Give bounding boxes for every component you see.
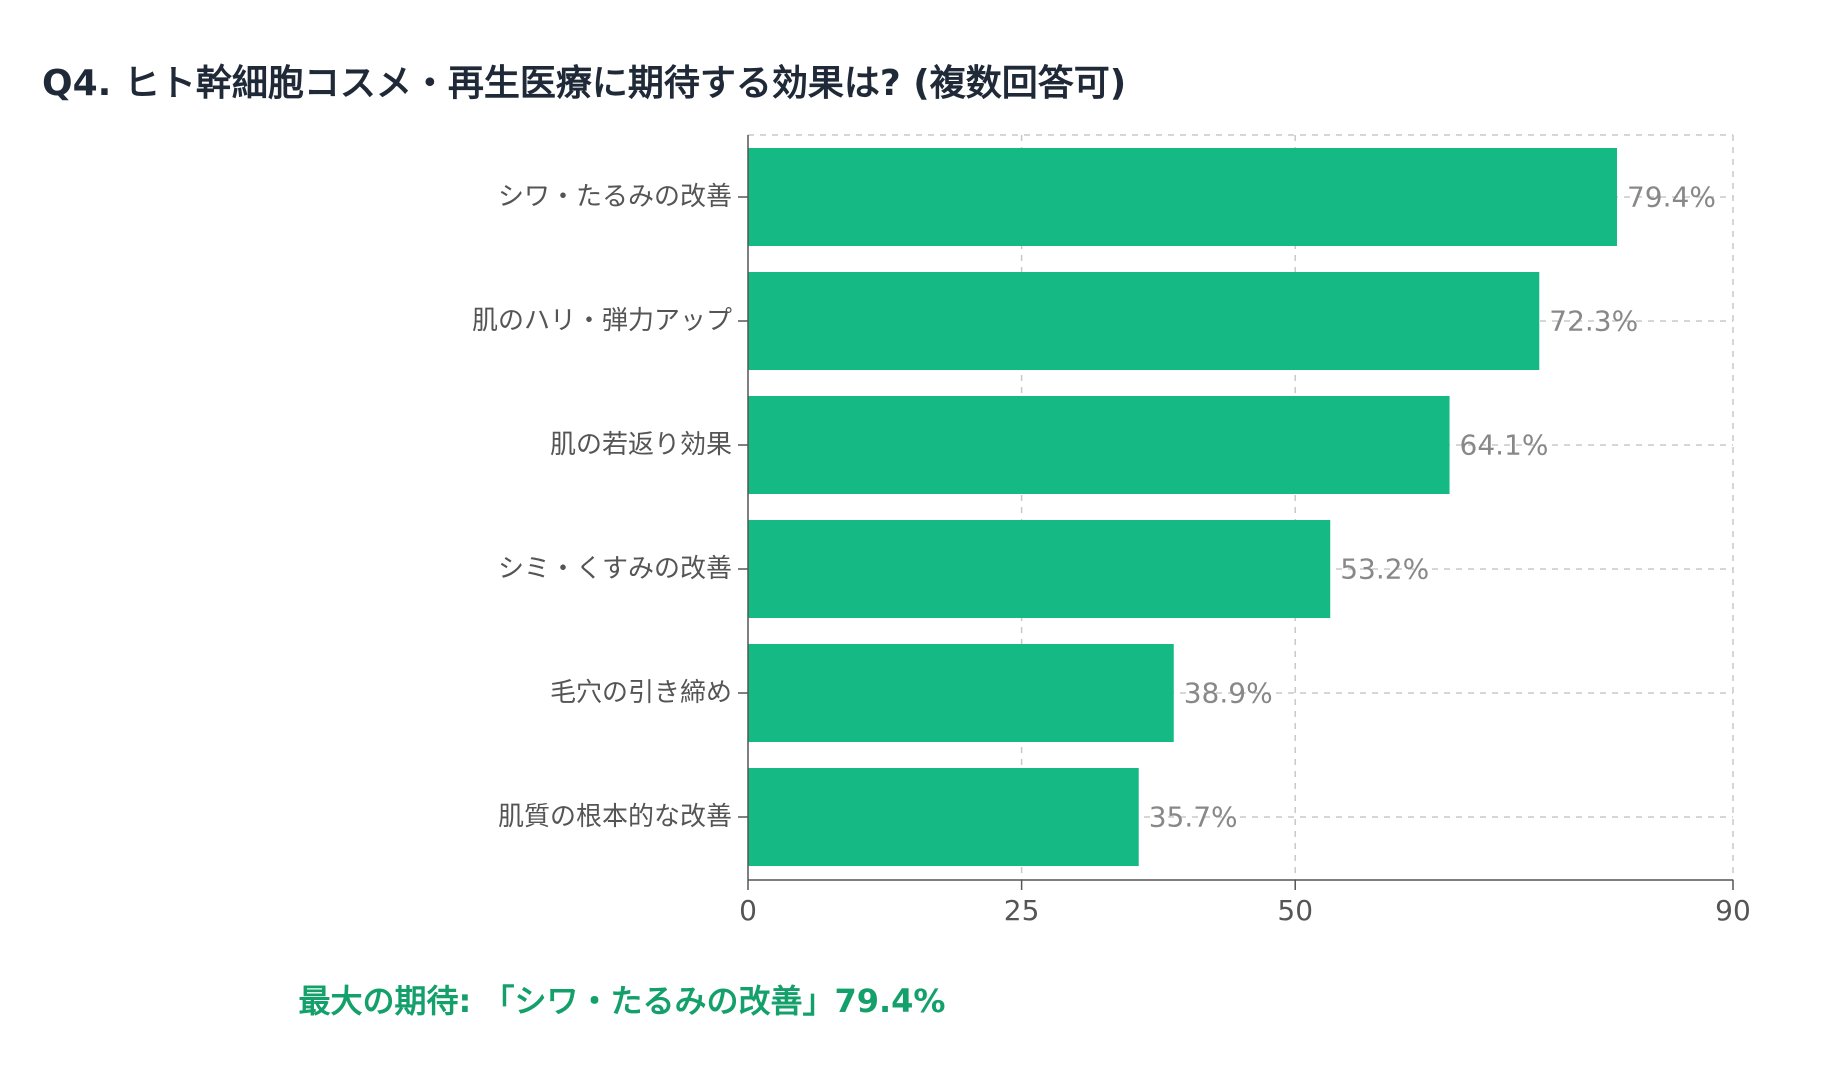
bar-1 xyxy=(748,272,1540,370)
category-label-4: 毛穴の引き締め xyxy=(550,678,732,708)
category-label-0: シワ・たるみの改善 xyxy=(498,182,732,212)
bar-3 xyxy=(748,520,1331,618)
axes xyxy=(738,135,1734,890)
bars xyxy=(748,148,1617,866)
x-tick-label-3: 90 xyxy=(1715,894,1751,927)
bar-4 xyxy=(748,644,1174,742)
value-label-5: 35.7% xyxy=(1149,801,1238,834)
max-expectation-note: 最大の期待: 「シワ・たるみの改善」79.4% xyxy=(298,982,946,1020)
x-tick-label-0: 0 xyxy=(739,894,757,927)
bar-2 xyxy=(748,396,1450,494)
bar-chart: シワ・たるみの改善肌のハリ・弾力アップ肌の若返り効果シミ・くすみの改善毛穴の引き… xyxy=(472,134,1751,927)
x-tick-label-1: 25 xyxy=(1004,894,1040,927)
value-label-2: 64.1% xyxy=(1460,429,1549,462)
category-label-2: 肌の若返り効果 xyxy=(550,430,732,460)
x-tick-label-2: 50 xyxy=(1277,894,1313,927)
value-label-4: 38.9% xyxy=(1184,677,1273,710)
category-label-5: 肌質の根本的な改善 xyxy=(498,802,732,832)
chart-title: Q4. ヒト幹細胞コスメ・再生医療に期待する効果は? (複数回答可) xyxy=(42,63,1127,104)
category-label-3: シミ・くすみの改善 xyxy=(498,554,732,584)
bar-0 xyxy=(748,148,1617,246)
category-labels: シワ・たるみの改善肌のハリ・弾力アップ肌の若返り効果シミ・くすみの改善毛穴の引き… xyxy=(472,182,732,832)
bar-5 xyxy=(748,768,1139,866)
value-label-3: 53.2% xyxy=(1340,553,1429,586)
x-tick-labels: 0 25 50 90 xyxy=(739,894,1751,927)
value-label-1: 72.3% xyxy=(1549,305,1638,338)
value-labels: 79.4% 72.3% 64.1% 53.2% 38.9% 35.7% xyxy=(1149,181,1716,834)
category-label-1: 肌のハリ・弾力アップ xyxy=(472,306,732,336)
value-label-0: 79.4% xyxy=(1627,181,1716,214)
